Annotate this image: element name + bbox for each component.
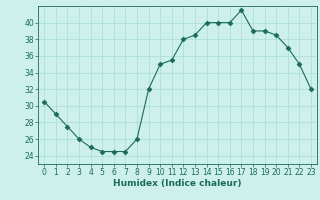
X-axis label: Humidex (Indice chaleur): Humidex (Indice chaleur) [113, 179, 242, 188]
